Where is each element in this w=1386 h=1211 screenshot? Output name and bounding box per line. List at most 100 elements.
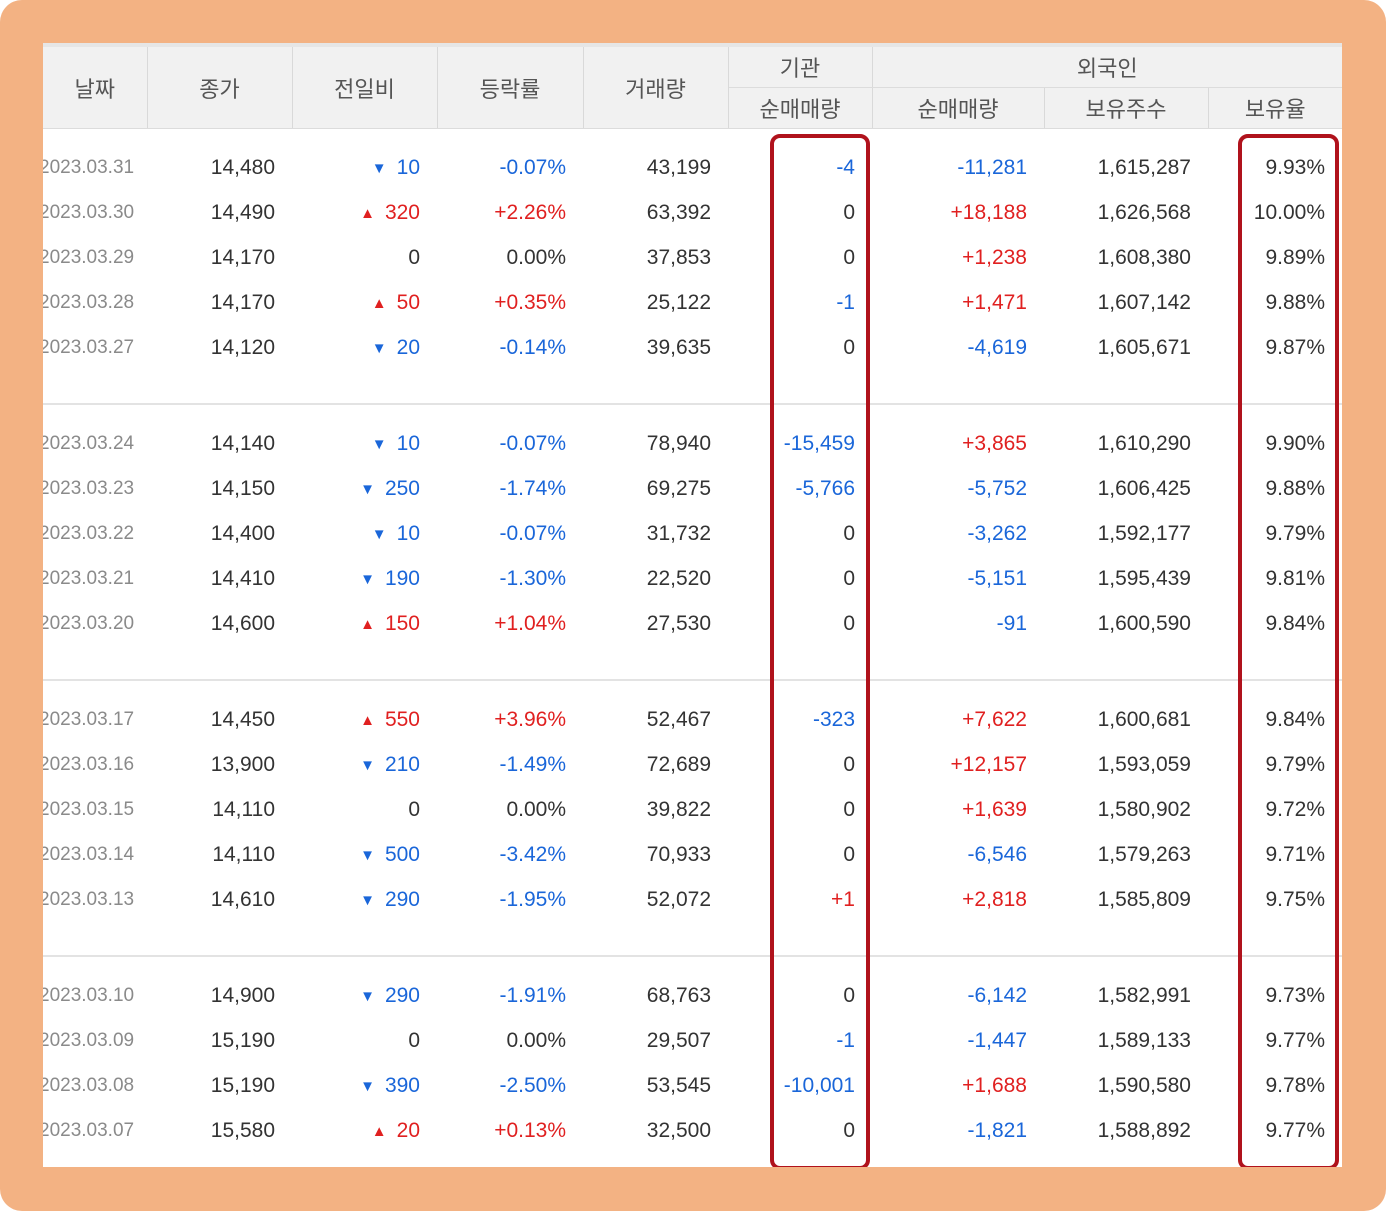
close-cell: 15,190 xyxy=(210,1073,275,1097)
change-value: 0 xyxy=(408,797,420,821)
change-cell: 0 xyxy=(292,235,437,280)
rate-cell: +1.04% xyxy=(494,611,566,635)
table-row: 2023.03.08 15,190 ▼ 390 -2.50% 53,545 -10,001 +… xyxy=(43,1063,1342,1108)
date-cell: 2023.03.06 xyxy=(43,1153,147,1168)
change-cell: ▼ 210 xyxy=(292,742,437,787)
close-cell: 14,900 xyxy=(210,983,275,1007)
foreign-ratio-cell: 9.78% xyxy=(1265,1073,1326,1097)
foreign-holdings-cell: 1,589,133 xyxy=(1097,1028,1191,1052)
triangle-down-icon: ▼ xyxy=(371,339,387,357)
header-close[interactable]: 종가 xyxy=(147,47,293,129)
header-foreign-ratio[interactable]: 보유율 xyxy=(1208,87,1342,129)
volume-cell: 52,467 xyxy=(646,707,711,731)
change-value: 250 xyxy=(384,476,420,500)
foreign-holdings-cell: 1,590,713 xyxy=(1044,1153,1208,1168)
change-cell: ▲ 150 xyxy=(292,601,437,646)
triangle-up-icon: ▲ xyxy=(371,1122,387,1140)
change-cell: ▼ 190 xyxy=(292,556,437,601)
inst-net-cell: 0 xyxy=(843,245,855,269)
table-row: 2023.03.10 14,900 ▼ 290 -1.91% 68,763 0 -6,142 1… xyxy=(43,973,1342,1018)
foreign-ratio-cell: 9.93% xyxy=(1265,155,1326,179)
inst-net-cell: 0 xyxy=(843,797,855,821)
table-row: 2023.03.28 14,170 ▲ 50 +0.35% 25,122 -1 +1,471 1… xyxy=(43,280,1342,325)
volume-cell: 78,940 xyxy=(646,431,711,455)
foreign-ratio-cell: 9.81% xyxy=(1265,566,1326,590)
header-volume[interactable]: 거래량 xyxy=(583,47,729,129)
foreign-net-cell: -91 xyxy=(996,611,1027,635)
group-separator xyxy=(43,922,1342,957)
foreign-net-cell: -4,228 xyxy=(872,1153,1044,1168)
triangle-down-icon: ▼ xyxy=(371,525,387,543)
close-cell: 14,410 xyxy=(210,566,275,590)
foreign-ratio-cell: 9.72% xyxy=(1265,797,1326,821)
inst-net-cell: 0 xyxy=(843,335,855,359)
change-value: 320 xyxy=(384,200,420,224)
change-value: 0 xyxy=(408,1028,420,1052)
close-cell: 14,450 xyxy=(210,707,275,731)
triangle-down-icon: ▼ xyxy=(360,480,375,498)
foreign-ratio-cell: 9.71% xyxy=(1265,842,1326,866)
rate-cell: +0.35% xyxy=(494,290,566,314)
change-cell: ▼ 500 xyxy=(292,832,437,877)
foreign-net-cell: -6,546 xyxy=(967,842,1027,866)
header-foreign-net[interactable]: 순매매량 xyxy=(872,87,1045,129)
foreign-holdings-cell: 1,615,287 xyxy=(1097,155,1191,179)
header-rate[interactable]: 등락률 xyxy=(437,47,584,129)
inst-net-cell: -9 xyxy=(728,1153,872,1168)
foreign-holdings-cell: 1,579,263 xyxy=(1097,842,1191,866)
date-cell: 2023.03.27 xyxy=(43,336,135,358)
volume-cell: 22,520 xyxy=(646,566,711,590)
table-top-border xyxy=(43,43,1342,47)
foreign-holdings-cell: 1,593,059 xyxy=(1097,752,1191,776)
date-cell: 2023.03.09 xyxy=(43,1029,135,1051)
foreign-holdings-cell: 1,626,568 xyxy=(1097,200,1191,224)
table-row: 2023.03.22 14,400 ▼ 10 -0.07% 31,732 0 -3,262 1,… xyxy=(43,511,1342,556)
rate-cell: -1.74% xyxy=(499,476,566,500)
foreign-ratio-cell: 9.79% xyxy=(1265,521,1326,545)
inst-net-cell: 0 xyxy=(843,983,855,1007)
close-cell: 14,110 xyxy=(212,797,275,821)
spacer-cell xyxy=(43,404,1342,421)
rate-cell: 0.00% xyxy=(506,245,566,269)
inst-net-cell: -5,766 xyxy=(795,476,855,500)
table-row: 2023.03.14 14,110 ▼ 500 -3.42% 70,933 0 -6,546 1… xyxy=(43,832,1342,877)
close-cell: 14,490 xyxy=(210,200,275,224)
close-cell: 13,900 xyxy=(210,752,275,776)
foreign-net-cell: -4,619 xyxy=(967,335,1027,359)
volume-cell: 25,122 xyxy=(646,290,711,314)
header-foreign-holdings[interactable]: 보유주수 xyxy=(1044,87,1209,129)
rate-cell: +0.58% xyxy=(437,1153,583,1168)
triangle-down-icon: ▼ xyxy=(371,159,387,177)
inst-net-cell: -10,001 xyxy=(783,1073,855,1097)
change-value: 210 xyxy=(384,752,420,776)
foreign-holdings-cell: 1,608,380 xyxy=(1097,245,1191,269)
foreign-ratio-cell: 9.88% xyxy=(1265,290,1326,314)
foreign-net-cell: +1,688 xyxy=(962,1073,1027,1097)
foreign-holdings-cell: 1,585,809 xyxy=(1097,887,1191,911)
volume-cell: 37,853 xyxy=(646,245,711,269)
foreign-ratio-cell: 9.79% xyxy=(1265,752,1326,776)
change-value: 390 xyxy=(384,1073,420,1097)
date-cell: 2023.03.13 xyxy=(43,888,135,910)
header-date[interactable]: 날짜 xyxy=(43,47,148,129)
triangle-down-icon: ▼ xyxy=(360,987,375,1005)
change-value: 90 xyxy=(397,1164,420,1168)
close-cell: 14,480 xyxy=(210,155,275,179)
foreign-net-cell: -1,447 xyxy=(967,1028,1027,1052)
header-inst-net[interactable]: 순매매량 xyxy=(728,87,873,129)
change-value: 20 xyxy=(396,1118,420,1142)
table-row: 2023.03.30 14,490 ▲ 320 +2.26% 63,392 0 +18,188… xyxy=(43,190,1342,235)
volume-cell: 39,822 xyxy=(646,797,711,821)
spacer-cell xyxy=(43,956,1342,973)
inst-net-cell: 0 xyxy=(843,521,855,545)
foreign-holdings-cell: 1,606,425 xyxy=(1097,476,1191,500)
table-row: 2023.03.13 14,610 ▼ 290 -1.95% 52,072 +1 +2,818… xyxy=(43,877,1342,922)
volume-cell: 43,199 xyxy=(646,155,711,179)
change-value: 550 xyxy=(384,707,420,731)
table-row: 2023.03.21 14,410 ▼ 190 -1.30% 22,520 0 -5,151 1… xyxy=(43,556,1342,601)
volume-cell: 53,545 xyxy=(646,1073,711,1097)
foreign-holdings-cell: 1,582,991 xyxy=(1097,983,1191,1007)
group-separator xyxy=(43,646,1342,681)
foreign-net-cell: -1,821 xyxy=(967,1118,1027,1142)
header-change[interactable]: 전일비 xyxy=(292,47,438,129)
